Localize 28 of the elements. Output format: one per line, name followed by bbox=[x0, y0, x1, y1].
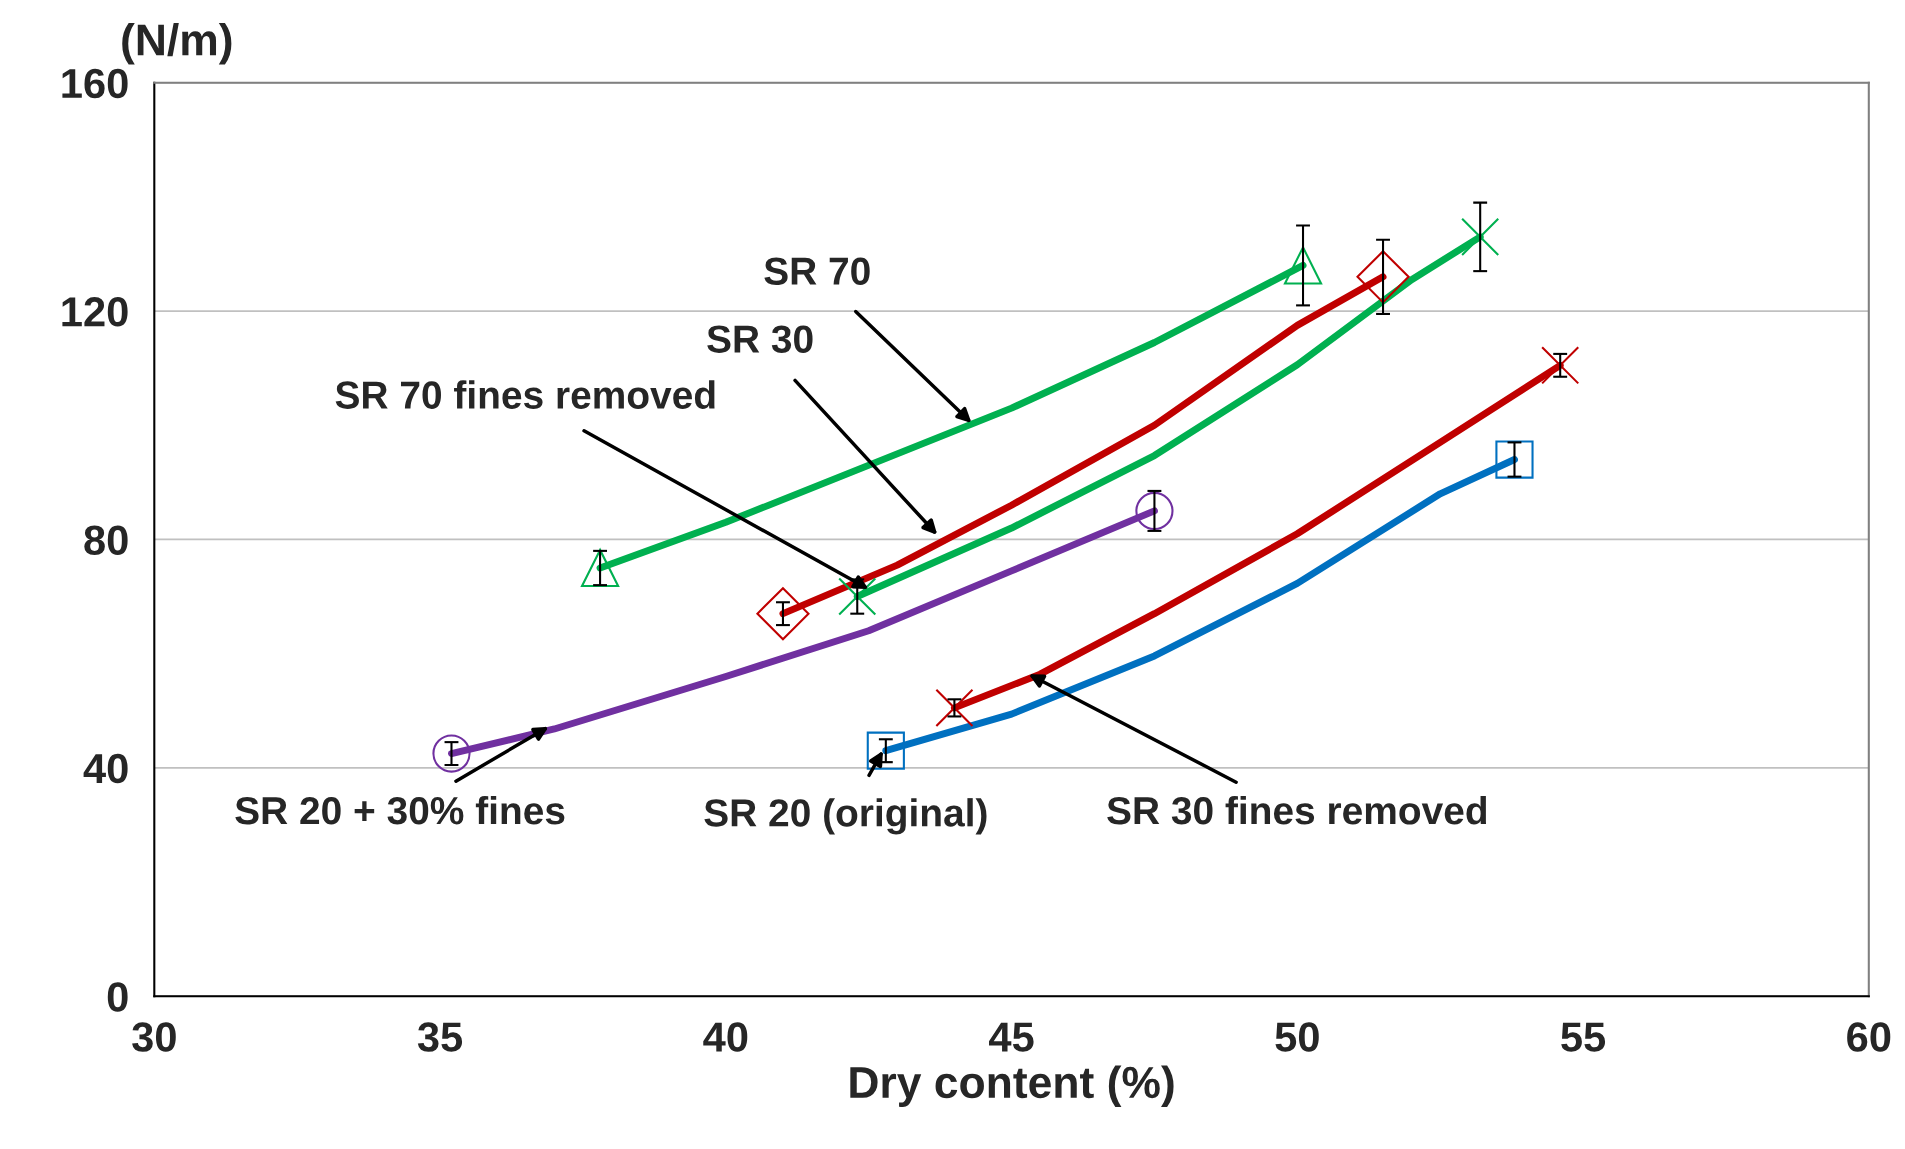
annotation: SR 70 bbox=[764, 257, 870, 285]
point bbox=[866, 731, 905, 770]
point bbox=[756, 587, 810, 641]
y-tick-label: 40 bbox=[83, 753, 128, 784]
x-tick-label: 45 bbox=[989, 1022, 1034, 1052]
point bbox=[432, 734, 471, 773]
point bbox=[1495, 440, 1534, 479]
x-tick-label: 40 bbox=[703, 1022, 748, 1052]
y-tick-label: 160 bbox=[62, 68, 128, 99]
point bbox=[1283, 246, 1323, 285]
y-tick-label: 80 bbox=[84, 525, 128, 555]
annotation: SR 20 (original) bbox=[704, 798, 987, 835]
point bbox=[580, 548, 620, 588]
annotation: SR 20 + 30% fines bbox=[235, 795, 565, 825]
point bbox=[1356, 250, 1410, 304]
y-tick-label: 120 bbox=[62, 297, 128, 327]
x-tick-label: 30 bbox=[132, 1022, 176, 1052]
annotation: SR 30 fines removed bbox=[1107, 795, 1487, 825]
x-tick-label: 60 bbox=[1847, 1022, 1891, 1052]
y-axis-title: (N/m) bbox=[122, 23, 232, 65]
annotation: SR 70 fines removed bbox=[335, 380, 715, 409]
x-tick-label: 55 bbox=[1561, 1022, 1606, 1052]
x-tick-label: 35 bbox=[417, 1022, 463, 1052]
x-tick-label: 50 bbox=[1275, 1022, 1319, 1052]
annotation: SR 30 bbox=[707, 325, 813, 353]
y-tick-label: 0 bbox=[107, 982, 128, 1012]
point bbox=[1135, 491, 1174, 531]
x-axis-title: Dry content (%) bbox=[850, 1065, 1174, 1108]
